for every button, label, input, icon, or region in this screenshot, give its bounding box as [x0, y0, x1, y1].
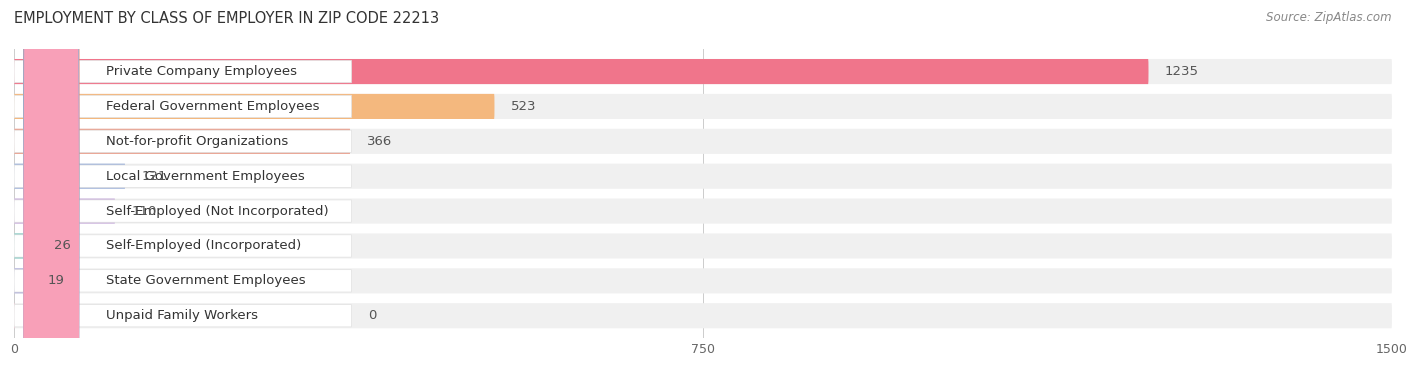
- Text: Private Company Employees: Private Company Employees: [105, 65, 297, 78]
- FancyBboxPatch shape: [14, 94, 1392, 119]
- FancyBboxPatch shape: [14, 303, 1392, 328]
- FancyBboxPatch shape: [14, 164, 125, 189]
- Text: 121: 121: [142, 170, 167, 183]
- FancyBboxPatch shape: [14, 233, 38, 259]
- Circle shape: [24, 0, 79, 376]
- Circle shape: [24, 0, 79, 376]
- Text: State Government Employees: State Government Employees: [105, 274, 305, 287]
- FancyBboxPatch shape: [14, 61, 352, 83]
- FancyBboxPatch shape: [14, 59, 1392, 84]
- Text: 1235: 1235: [1166, 65, 1199, 78]
- Circle shape: [24, 0, 79, 376]
- Text: 366: 366: [367, 135, 392, 148]
- Text: Not-for-profit Organizations: Not-for-profit Organizations: [105, 135, 288, 148]
- FancyBboxPatch shape: [14, 59, 1149, 84]
- Circle shape: [24, 0, 79, 376]
- Text: 110: 110: [132, 205, 157, 218]
- Text: Unpaid Family Workers: Unpaid Family Workers: [105, 309, 257, 322]
- Text: 523: 523: [510, 100, 537, 113]
- Circle shape: [24, 0, 79, 376]
- FancyBboxPatch shape: [14, 95, 352, 118]
- Text: EMPLOYMENT BY CLASS OF EMPLOYER IN ZIP CODE 22213: EMPLOYMENT BY CLASS OF EMPLOYER IN ZIP C…: [14, 11, 439, 26]
- Text: 19: 19: [48, 274, 65, 287]
- FancyBboxPatch shape: [14, 233, 1392, 259]
- FancyBboxPatch shape: [14, 94, 495, 119]
- Text: Federal Government Employees: Federal Government Employees: [105, 100, 319, 113]
- FancyBboxPatch shape: [14, 200, 352, 222]
- FancyBboxPatch shape: [14, 164, 1392, 189]
- FancyBboxPatch shape: [14, 199, 115, 224]
- FancyBboxPatch shape: [14, 268, 1392, 293]
- FancyBboxPatch shape: [14, 305, 352, 327]
- FancyBboxPatch shape: [14, 165, 352, 187]
- FancyBboxPatch shape: [14, 268, 31, 293]
- Text: 0: 0: [368, 309, 377, 322]
- Circle shape: [24, 0, 79, 376]
- FancyBboxPatch shape: [14, 129, 350, 154]
- Text: Self-Employed (Not Incorporated): Self-Employed (Not Incorporated): [105, 205, 329, 218]
- Text: Local Government Employees: Local Government Employees: [105, 170, 305, 183]
- Circle shape: [24, 0, 79, 376]
- FancyBboxPatch shape: [14, 130, 352, 153]
- Circle shape: [24, 0, 79, 376]
- FancyBboxPatch shape: [14, 129, 1392, 154]
- Text: Source: ZipAtlas.com: Source: ZipAtlas.com: [1267, 11, 1392, 24]
- FancyBboxPatch shape: [14, 199, 1392, 224]
- FancyBboxPatch shape: [14, 235, 352, 257]
- Text: Self-Employed (Incorporated): Self-Employed (Incorporated): [105, 240, 301, 252]
- Text: 26: 26: [55, 240, 72, 252]
- FancyBboxPatch shape: [14, 270, 352, 292]
